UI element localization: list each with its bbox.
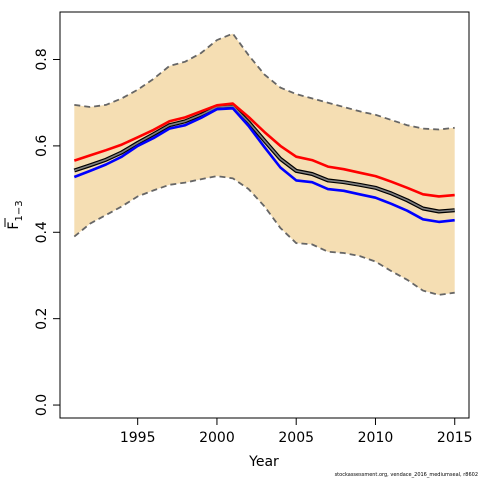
y-tick-label: 0.0 — [34, 394, 50, 416]
confidence-band — [73, 32, 455, 296]
y-axis: 0.0 0.2 0.4 0.6 0.8 — [34, 48, 61, 416]
band-fill — [74, 33, 455, 295]
source-note: stockassessment.org, vendace_2016_medium… — [334, 472, 478, 478]
y-tick-label: 0.2 — [34, 308, 50, 330]
x-axis: 1995 2000 2005 2010 2015 — [120, 417, 473, 446]
y-tick-label: 0.6 — [34, 135, 50, 157]
svg-text:F1−3: F1−3 — [6, 200, 25, 229]
x-tick-label: 2000 — [199, 430, 235, 446]
y-tick-label: 0.8 — [34, 48, 50, 70]
x-tick-label: 2010 — [358, 430, 394, 446]
x-tick-label: 2005 — [278, 430, 314, 446]
series-line-4 — [73, 107, 455, 224]
series-line-3 — [73, 102, 455, 198]
series-line-2 — [74, 105, 455, 213]
y-axis-label-subscript: 1−3 — [14, 200, 25, 221]
x-tick-label: 1995 — [120, 430, 156, 446]
x-axis-label: Year — [248, 454, 279, 470]
band-upper-line — [74, 32, 455, 131]
y-axis-label-main: F — [6, 222, 22, 230]
series-lines — [73, 102, 455, 224]
y-tick-label: 0.4 — [34, 221, 50, 243]
band-lower-line — [73, 175, 455, 296]
y-axis-label: F1−3 — [4, 200, 25, 230]
x-tick-label: 2015 — [437, 430, 473, 446]
